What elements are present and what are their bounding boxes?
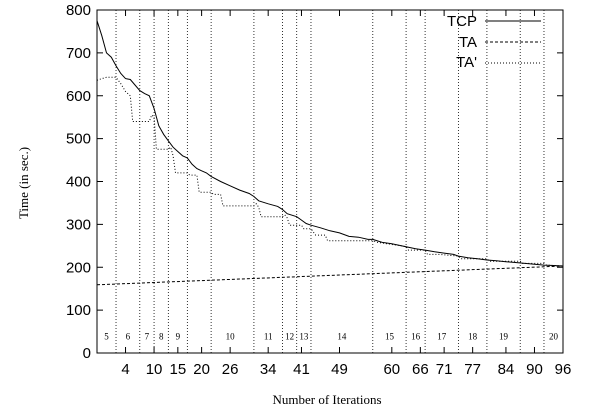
y-axis-title: Time (in sec.) [16,147,31,219]
x-tick-label: 15 [169,361,186,378]
iteration-bucket-label: 5 [104,331,109,341]
iteration-bucket-label: 15 [385,331,395,341]
iteration-bucket-label: 13 [299,331,309,341]
x-tick-label: 77 [464,361,481,378]
y-tick-label: 300 [66,216,91,233]
legend-label-ta-prime: TA' [456,54,477,71]
legend-label-ta: TA [459,34,477,51]
x-tick-label: 71 [436,361,453,378]
x-tick-label: 96 [555,361,572,378]
x-tick-label: 41 [293,361,310,378]
y-tick-label: 800 [66,2,91,19]
tick-marks [97,9,564,354]
y-tick-label: 400 [66,174,91,191]
x-tick-label: 60 [383,361,400,378]
series-line-tcp [96,20,564,267]
iteration-bucket-label: 11 [264,331,273,341]
series-lines [96,20,564,286]
tick-labels: 0 100 200 300 400 500 600 700 800 4 10 15 20 26 34 41 49… [66,2,571,378]
iteration-bucket-label: 16 [411,331,421,341]
iteration-bucket-label: 8 [159,331,164,341]
series-line-ta [96,265,564,286]
series-line-ta-prime [96,76,564,267]
x-tick-label: 84 [498,361,515,378]
y-tick-label: 500 [66,131,91,148]
iteration-bucket-label: 10 [226,331,236,341]
y-tick-label: 0 [83,345,91,362]
x-axis-title: Number of Iterations [272,392,381,407]
y-tick-label: 200 [66,259,91,276]
iteration-bucket-label: 6 [126,331,131,341]
plot-frame [96,9,564,354]
x-tick-label: 90 [526,361,543,378]
iteration-bucket-label: 7 [145,331,150,341]
x-tick-label: 10 [146,361,163,378]
x-tick-label: 26 [222,361,239,378]
iteration-bucket-label: 12 [285,331,294,341]
legend: TCP TA TA' [447,13,541,71]
y-tick-label: 700 [66,45,91,62]
iteration-bucket-label: 20 [549,331,559,341]
x-tick-label: 66 [412,361,429,378]
iteration-bucket-label: 9 [176,331,181,341]
iteration-bucket-label: 17 [437,331,447,341]
iteration-bucket-label: 18 [468,331,478,341]
y-tick-label: 100 [66,302,91,319]
x-tick-label: 4 [121,361,129,378]
iteration-boundaries [115,10,545,353]
iteration-bucket-label: 14 [337,331,347,341]
x-tick-label: 34 [260,361,277,378]
legend-label-tcp: TCP [447,13,477,30]
x-tick-label: 20 [193,361,210,378]
iteration-bucket-labels: 5 6 7 8 9 10 11 12 13 14 15 16 17 18 19 20 [104,331,558,341]
x-tick-label: 49 [331,361,348,378]
y-tick-label: 600 [66,88,91,105]
iteration-bucket-label: 19 [499,331,509,341]
